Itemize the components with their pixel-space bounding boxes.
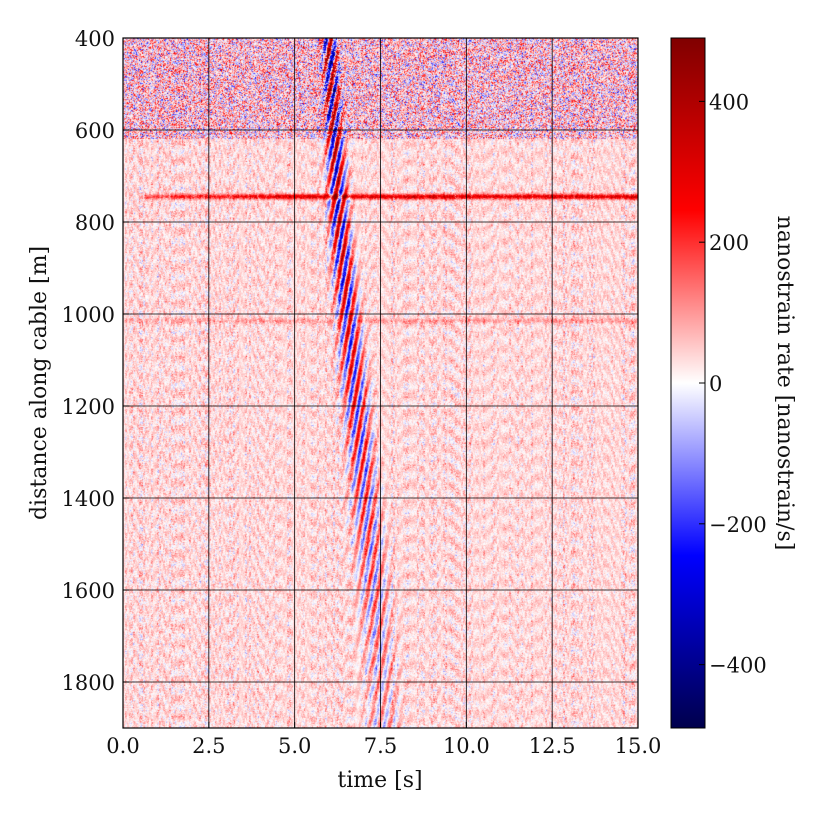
colorbar-tick-label: −200 bbox=[709, 513, 767, 537]
grid bbox=[123, 38, 638, 728]
x-tick-label: 5.0 bbox=[278, 734, 311, 758]
colorbar-tick-label: 400 bbox=[709, 90, 749, 114]
colorbar-tick-label: −400 bbox=[709, 654, 767, 678]
y-tick-label: 1400 bbox=[62, 487, 115, 511]
y-tick-label: 400 bbox=[75, 27, 115, 51]
colorbar-tick-label: 0 bbox=[709, 372, 722, 396]
y-tick-label: 800 bbox=[75, 211, 115, 235]
x-tick-label: 0.0 bbox=[106, 734, 139, 758]
axes: 0.0 2.5 5.0 7.5 10.0 12.5 15.0 400 600 800 1000 120… bbox=[62, 27, 662, 758]
y-tick-label: 600 bbox=[75, 119, 115, 143]
x-axis-label: time [s] bbox=[337, 768, 422, 793]
colorbar-tick-label: 200 bbox=[709, 231, 749, 255]
y-tick-label: 1800 bbox=[62, 671, 115, 695]
x-tick-label: 15.0 bbox=[615, 734, 662, 758]
colorbar: 400 200 0 −200 −400 bbox=[670, 37, 767, 729]
y-axis-label: distance along cable [m] bbox=[27, 246, 52, 520]
y-tick-label: 1600 bbox=[62, 579, 115, 603]
x-tick-label: 12.5 bbox=[529, 734, 576, 758]
y-tick-label: 1000 bbox=[62, 303, 115, 327]
x-tick-label: 10.0 bbox=[443, 734, 490, 758]
colorbar-label: nanostrain rate [nanostrain/s] bbox=[772, 216, 797, 551]
y-tick-label: 1200 bbox=[62, 395, 115, 419]
x-tick-label: 2.5 bbox=[192, 734, 225, 758]
x-tick-label: 7.5 bbox=[364, 734, 397, 758]
